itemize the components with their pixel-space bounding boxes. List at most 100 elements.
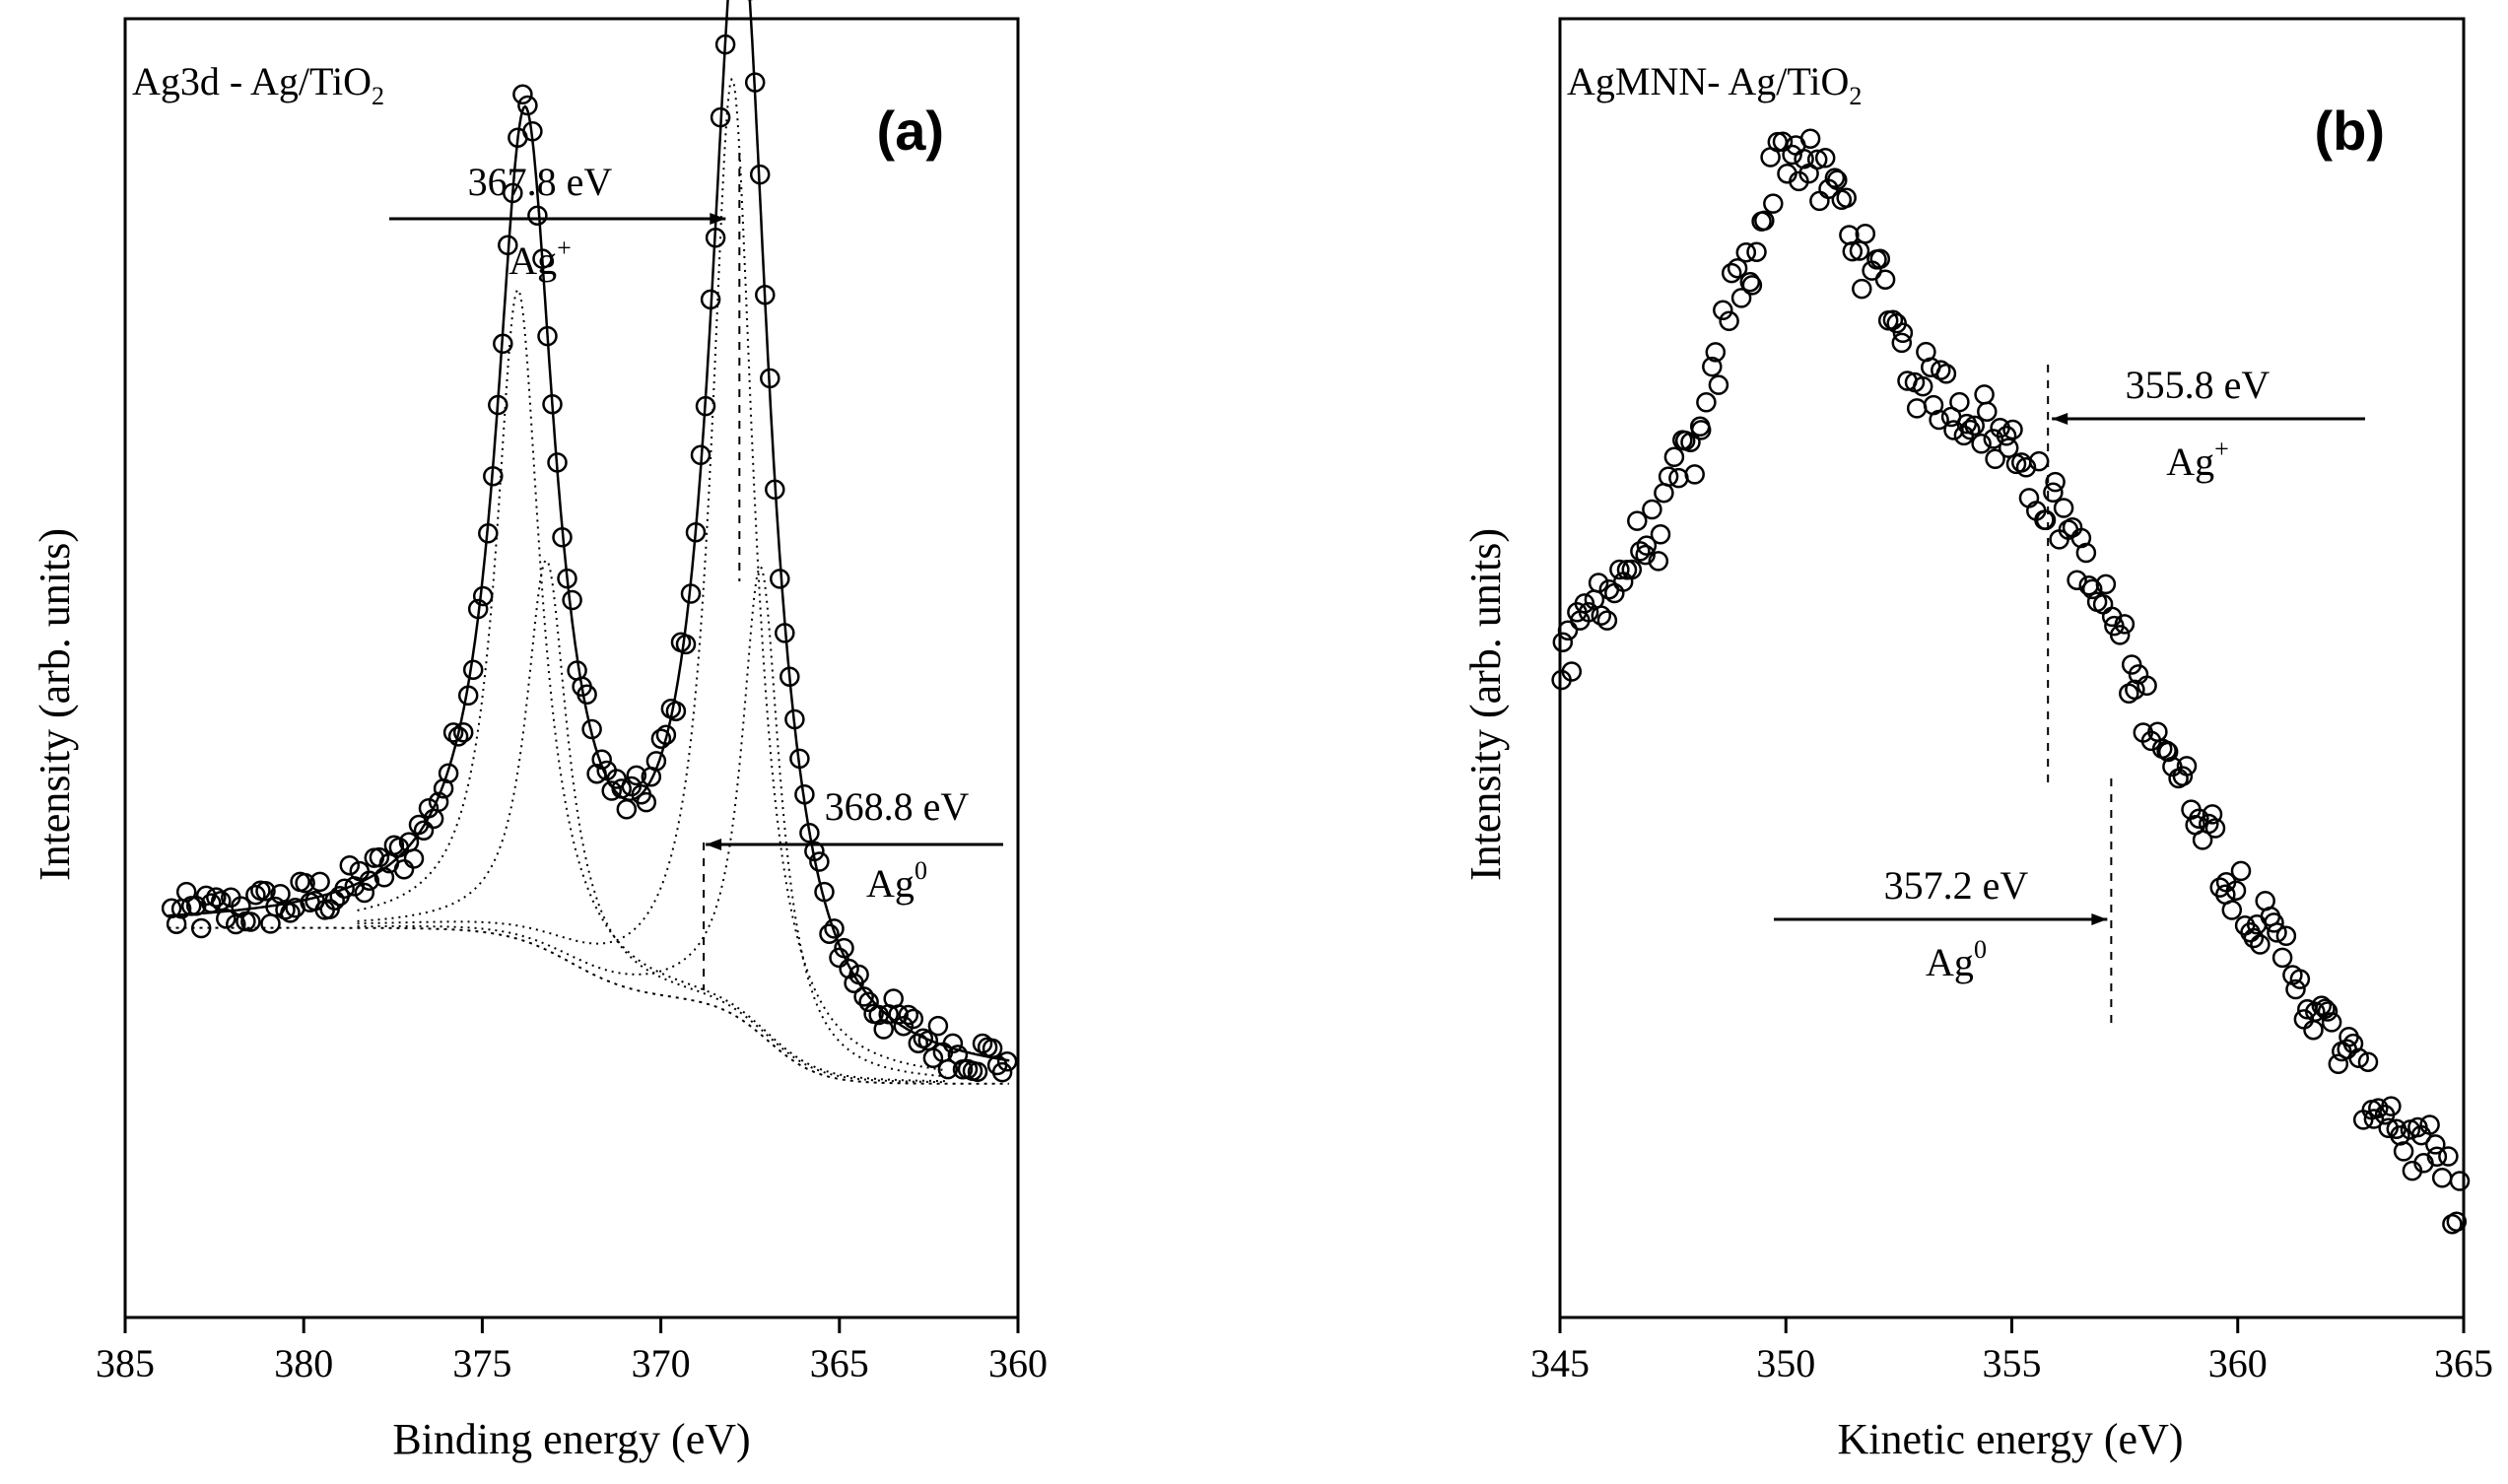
panel-a-data-point <box>784 708 805 730</box>
panel-a-data-point <box>749 164 771 185</box>
panel-b-data-point <box>2095 573 2117 595</box>
panel-b-data-point <box>1827 169 1848 190</box>
panel-b-data-point <box>1977 401 1998 422</box>
panel-b-data-point <box>2243 927 2265 949</box>
panel-b-data-point <box>2189 808 2209 829</box>
panel-a-data-point <box>206 887 227 908</box>
panel-a-data-point <box>354 882 375 904</box>
panel-a-data-point <box>834 937 854 959</box>
panel-b-data-point <box>1561 661 1583 682</box>
panel-a-title-text: Ag3d - Ag/TiO <box>132 59 372 103</box>
panel-b-data-point <box>2381 1096 2402 1116</box>
panel-a-data-point <box>780 666 800 687</box>
panel-a-annotations: 367.8 eV Ag+ 368.8 eV Ag0 <box>389 153 1003 990</box>
panel-a-x-axis-label: Binding energy (eV) <box>392 1415 750 1463</box>
panel-b-data-point <box>1763 193 1784 214</box>
panel-a-data-point <box>695 395 716 417</box>
panel-b-data-point <box>1727 257 1748 279</box>
panel-b-data-point <box>2136 675 2157 697</box>
panel-b-data-point <box>2328 1053 2349 1075</box>
panel-b-data-point <box>2275 925 2297 947</box>
panel-a-data-point <box>601 780 622 801</box>
panel-a-data-point <box>478 523 499 544</box>
panel-b-data-point <box>2002 419 2023 440</box>
panel-a-data-point <box>636 791 657 813</box>
panel-b-data-point <box>1996 426 2017 446</box>
panel-b-data-point <box>1985 448 2005 470</box>
panel-b-data-point <box>2172 766 2194 786</box>
panel-a-data-point <box>922 1047 944 1069</box>
panel-a-data-point <box>226 913 246 935</box>
panel-a-annotation-ag-plus-arrow-head <box>710 213 726 225</box>
panel-b-data-point <box>1836 187 1857 208</box>
panel-b-data-point <box>2311 995 2333 1016</box>
panel-b-x-ticks: 345 350 355 360 365 <box>1530 1317 2493 1385</box>
panel-b-data-point <box>1960 419 1981 440</box>
panel-b-data-point <box>2267 922 2287 943</box>
panel-b-data-point <box>1971 434 1992 454</box>
panel-a-data-point <box>493 333 513 355</box>
panel-b-data-point <box>1931 360 1951 380</box>
panel-a-data-point <box>967 1061 988 1082</box>
panel-a-data-point <box>309 871 330 893</box>
panel-a-data-point <box>755 284 776 305</box>
panel-b-data-point <box>2035 509 2057 531</box>
panel-b-data-point <box>1684 464 1705 485</box>
panel-b-data-point <box>1630 541 1651 562</box>
panel-a-x-tick-label: 370 <box>632 1341 691 1385</box>
panel-b-data-point <box>2109 625 2131 645</box>
panel-a-data-point <box>789 748 810 770</box>
panel-a-data-point <box>655 724 677 746</box>
panel-a-data-point <box>858 991 879 1013</box>
panel-b-annotation-ag-zero-value-label: 357.2 eV <box>1884 863 2029 908</box>
panel-a-data-point <box>388 837 410 858</box>
panel-a-data-point <box>972 1033 993 1054</box>
panel-a-data-point <box>334 878 355 899</box>
panel-b-data-point <box>2425 1134 2446 1155</box>
panel-b-data-point <box>2067 570 2087 590</box>
panel-b-annotations: 355.8 eV Ag+ 357.2 eV Ag0 <box>1774 363 2365 1025</box>
panel-b-data-point <box>1754 210 1775 232</box>
panel-b-data-point <box>1735 241 1757 263</box>
panel-a-data-point <box>903 1008 924 1030</box>
panel-b-annotation-ag-zero-species-label: Ag0 <box>1926 935 1987 984</box>
panel-a-data-point <box>418 797 440 819</box>
panel-b-data-point <box>1852 278 1872 300</box>
panel-b-data-point <box>2289 969 2311 989</box>
panel-b-x-tick-label: 355 <box>1983 1341 2042 1385</box>
panel-a-data-point <box>537 325 558 347</box>
panel-b-data-point <box>2317 1001 2339 1022</box>
panel-a-data-point <box>498 235 518 256</box>
panel-a-data-point <box>685 521 707 543</box>
panel-b-data-point <box>2357 1051 2379 1072</box>
panel-b-data-point <box>2393 1141 2414 1162</box>
panel-a-data-point <box>775 623 795 643</box>
panel-b-x-tick-label: 345 <box>1530 1341 1590 1385</box>
panel-b-title-text: AgMNN- Ag/TiO <box>1567 59 1849 103</box>
panel-a-data-point <box>799 823 820 843</box>
panel-a-label: (a) <box>877 100 944 162</box>
panel-a-data-point <box>472 585 494 607</box>
panel-b-data-point <box>2426 1146 2448 1168</box>
panel-b-data-point <box>2081 578 2103 600</box>
panel-a-data-point <box>690 444 712 466</box>
panel-a-data-point <box>576 684 597 706</box>
panel-b-data-point <box>2431 1168 2453 1188</box>
panel-a-data-point <box>552 527 573 548</box>
panel-b-annotation-ag-plus-species-label: Ag+ <box>2166 435 2229 484</box>
panel-a-data-point <box>369 846 390 868</box>
panel-b-data-point <box>1891 332 1913 354</box>
panel-a-data-point <box>814 881 835 903</box>
panel-a-data-point <box>611 778 632 799</box>
panel-b-data-point <box>2221 900 2243 920</box>
panel-b-x-tick-label: 360 <box>2208 1341 2268 1385</box>
panel-a-x-tick-label: 380 <box>274 1341 333 1385</box>
panel-a-data-point <box>927 1015 949 1037</box>
panel-b-data-point <box>2305 1001 2326 1023</box>
panel-b-data-point <box>2204 818 2226 839</box>
panel-a-data-point <box>675 634 697 655</box>
panel-b-data-point <box>2368 1098 2389 1118</box>
panel-b-data-point <box>2419 1114 2440 1135</box>
panel-b-data-point <box>2250 934 2271 955</box>
